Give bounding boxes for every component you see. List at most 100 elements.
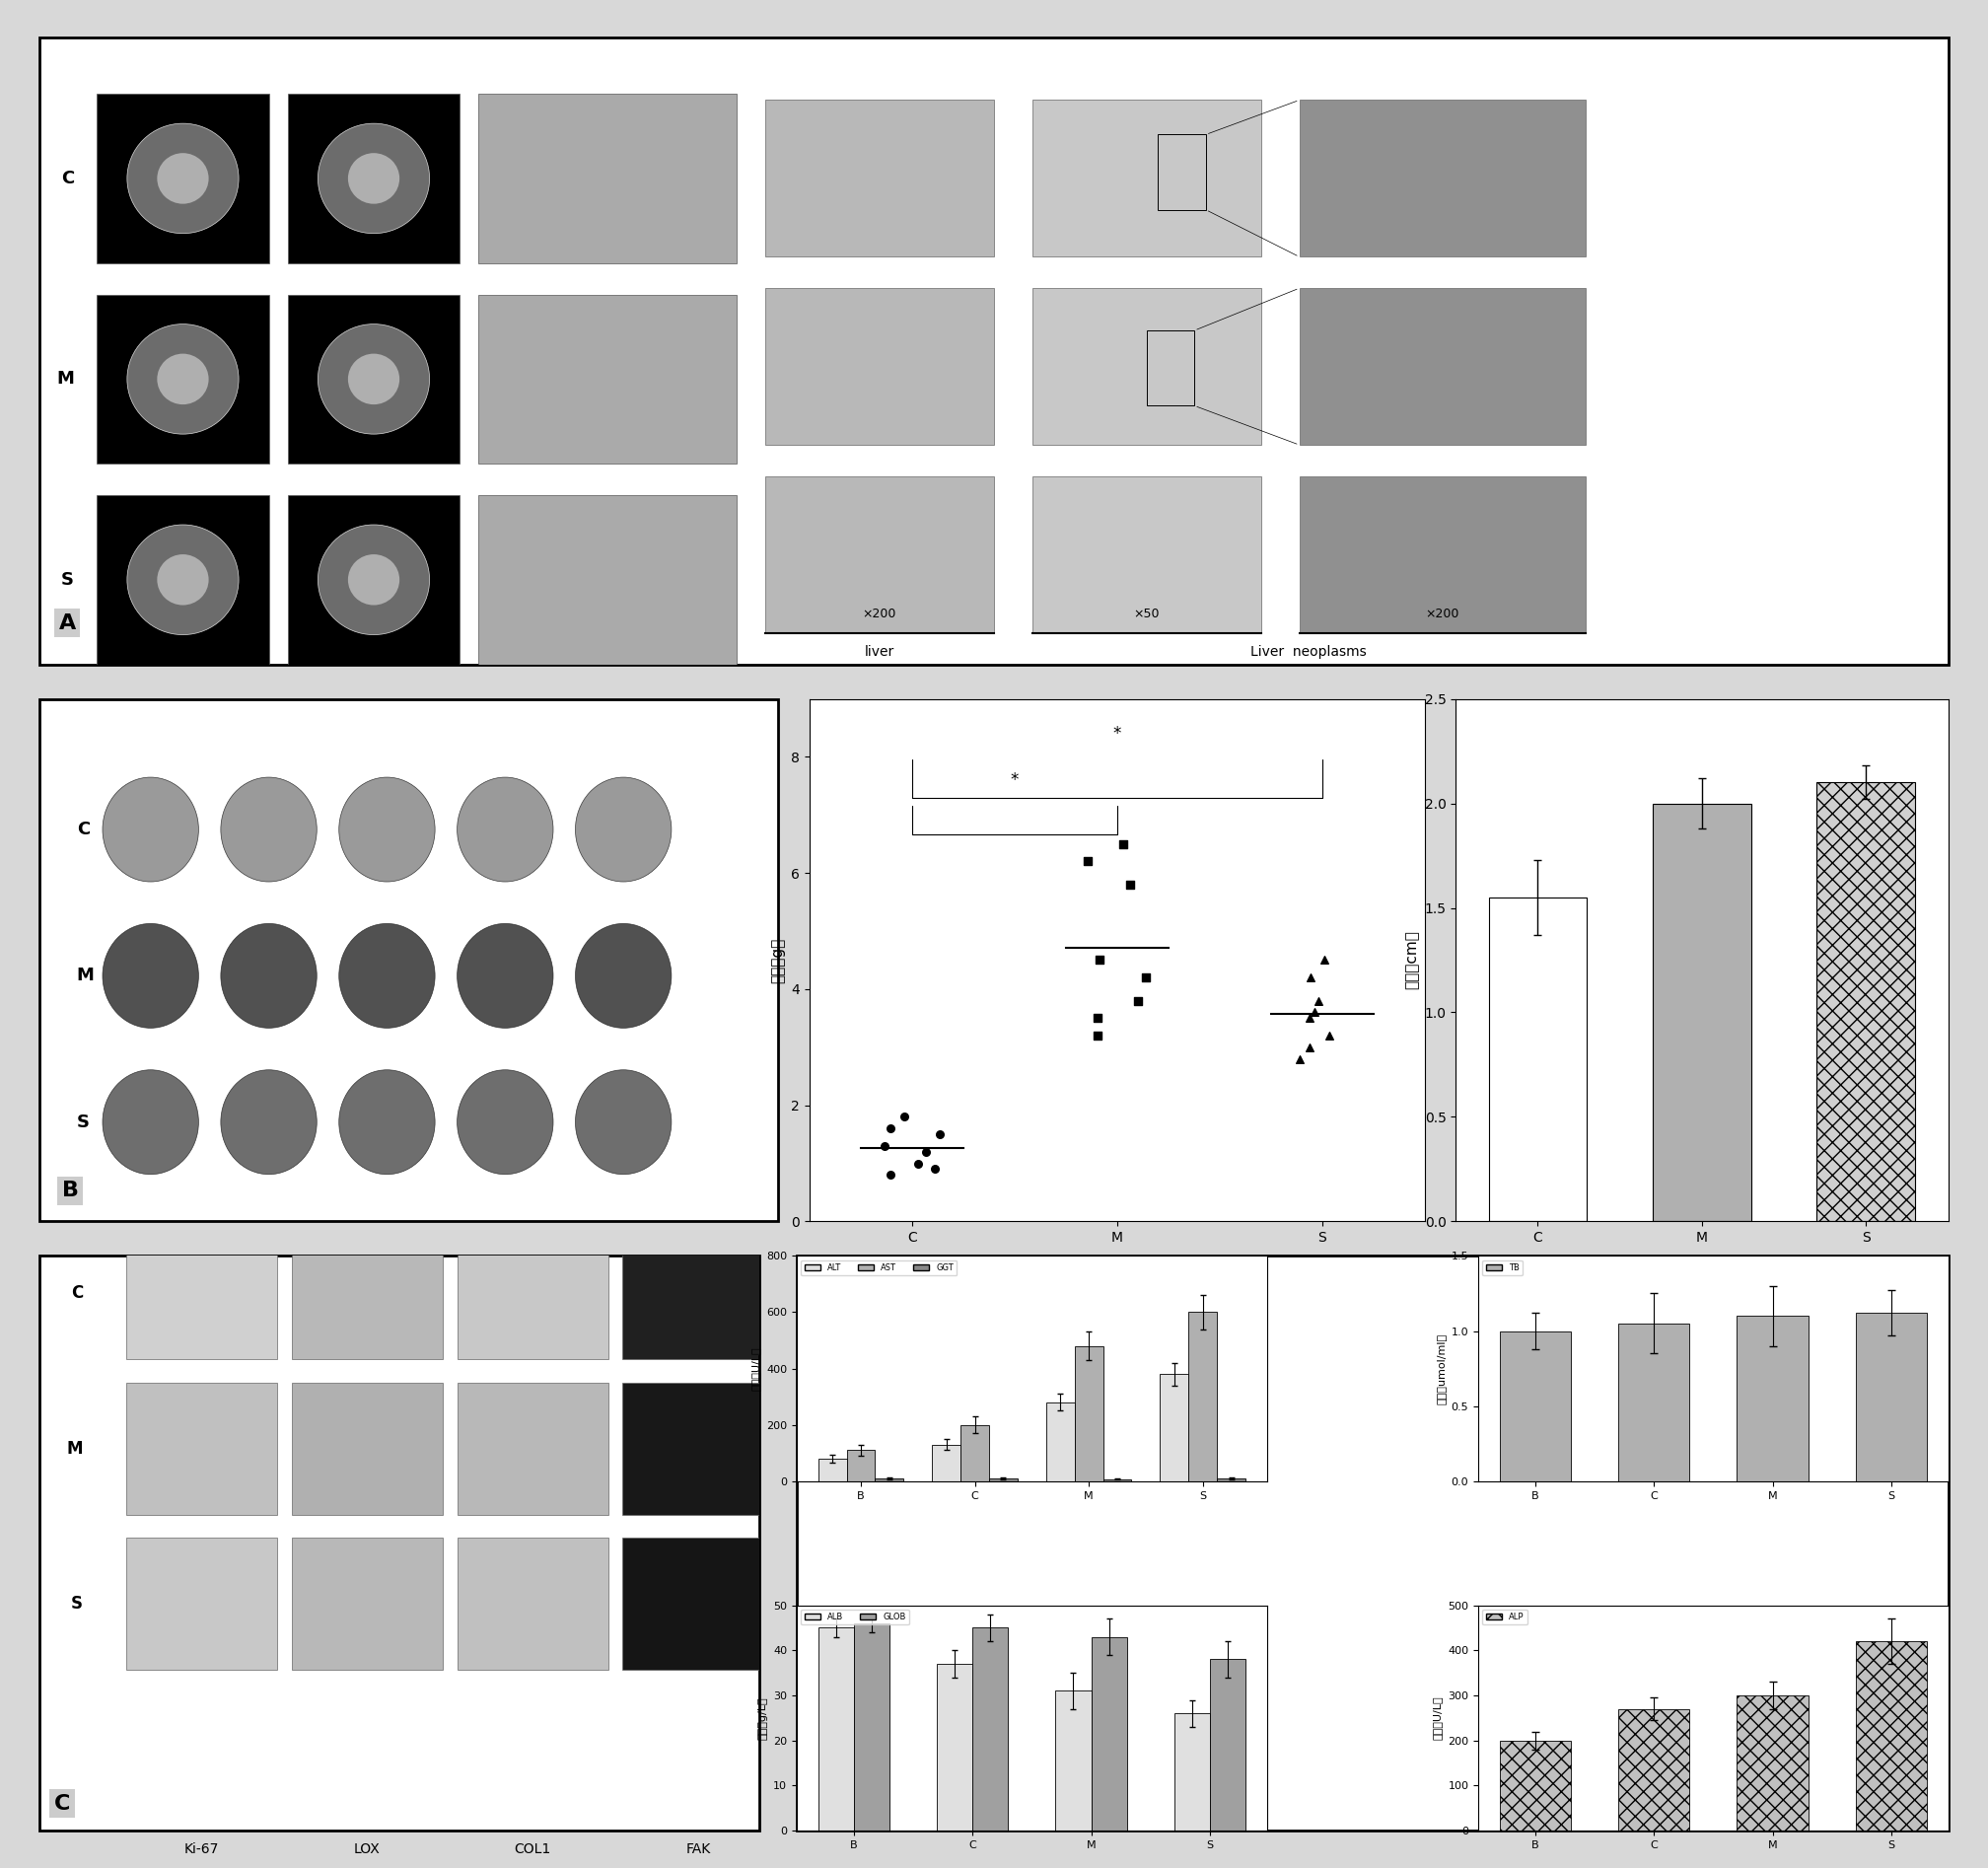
Bar: [875, 1478, 905, 1481]
Ellipse shape: [221, 777, 316, 882]
Point: [924, 1119, 956, 1149]
Bar: [1618, 1324, 1690, 1481]
Ellipse shape: [127, 525, 239, 635]
Bar: [1738, 1696, 1809, 1831]
Ellipse shape: [103, 1070, 199, 1175]
Y-axis label: 浓度（U/L）: 浓度（U/L）: [751, 1347, 761, 1390]
Ellipse shape: [457, 923, 553, 1027]
Point: [875, 1113, 907, 1143]
Ellipse shape: [221, 1070, 316, 1175]
Bar: [1091, 1636, 1127, 1831]
Point: [1298, 998, 1330, 1027]
FancyBboxPatch shape: [479, 93, 736, 263]
Ellipse shape: [340, 1070, 435, 1175]
FancyBboxPatch shape: [288, 495, 459, 665]
Text: C: C: [62, 170, 74, 187]
Y-axis label: 浓度（umol/ml）: 浓度（umol/ml）: [1435, 1334, 1445, 1405]
Bar: [1817, 783, 1914, 1222]
Ellipse shape: [340, 923, 435, 1027]
Bar: [819, 1459, 847, 1481]
Point: [889, 1102, 920, 1132]
Text: S: S: [62, 572, 74, 588]
Bar: [853, 1623, 889, 1831]
FancyBboxPatch shape: [1300, 288, 1586, 445]
Bar: [990, 1478, 1018, 1481]
Text: A: A: [60, 613, 76, 633]
FancyBboxPatch shape: [1032, 476, 1260, 633]
FancyBboxPatch shape: [1032, 101, 1260, 256]
FancyBboxPatch shape: [125, 1382, 276, 1515]
Bar: [960, 1425, 990, 1481]
Text: B: B: [62, 1181, 80, 1201]
Text: D: D: [809, 1799, 827, 1819]
Ellipse shape: [457, 1070, 553, 1175]
Text: LOX: LOX: [354, 1842, 380, 1857]
Ellipse shape: [348, 353, 400, 405]
FancyBboxPatch shape: [40, 699, 779, 1222]
Ellipse shape: [340, 777, 435, 882]
Text: S: S: [78, 1113, 89, 1130]
Bar: [1175, 1713, 1211, 1831]
Bar: [1618, 1709, 1690, 1831]
FancyBboxPatch shape: [765, 101, 994, 256]
Bar: [1738, 1315, 1809, 1481]
Text: ×200: ×200: [863, 607, 897, 620]
Bar: [847, 1450, 875, 1481]
Y-axis label: 浓度（U/L）: 浓度（U/L）: [1433, 1696, 1443, 1739]
FancyBboxPatch shape: [292, 1382, 443, 1515]
Text: ×50: ×50: [1133, 607, 1159, 620]
Point: [903, 1149, 934, 1179]
Point: [1081, 1003, 1113, 1033]
Bar: [932, 1444, 960, 1481]
Text: liver: liver: [865, 644, 895, 659]
Point: [869, 1130, 901, 1160]
Ellipse shape: [318, 323, 429, 433]
Text: Liver  neoplasms: Liver neoplasms: [1250, 644, 1368, 659]
Point: [1294, 962, 1326, 992]
Bar: [1217, 1478, 1244, 1481]
Ellipse shape: [157, 353, 209, 405]
Point: [1284, 1044, 1316, 1074]
Point: [1294, 1033, 1326, 1063]
Ellipse shape: [348, 153, 400, 204]
Point: [1121, 986, 1153, 1016]
Legend: ALP: ALP: [1483, 1610, 1527, 1625]
Bar: [936, 1664, 972, 1831]
FancyBboxPatch shape: [97, 295, 268, 463]
FancyBboxPatch shape: [1300, 101, 1586, 256]
Text: C: C: [78, 820, 89, 839]
FancyBboxPatch shape: [97, 495, 268, 665]
FancyBboxPatch shape: [622, 1382, 773, 1515]
Ellipse shape: [318, 525, 429, 635]
Ellipse shape: [348, 555, 400, 605]
FancyBboxPatch shape: [292, 1227, 443, 1360]
Ellipse shape: [127, 323, 239, 433]
FancyBboxPatch shape: [288, 93, 459, 263]
Ellipse shape: [103, 923, 199, 1027]
Point: [1107, 829, 1139, 859]
Point: [1113, 870, 1145, 900]
Text: *: *: [1010, 771, 1018, 788]
Legend: ALB, GLOB: ALB, GLOB: [801, 1610, 909, 1625]
Bar: [972, 1627, 1008, 1831]
Ellipse shape: [103, 777, 199, 882]
Bar: [1499, 1332, 1571, 1481]
Legend: TB: TB: [1483, 1261, 1523, 1276]
Bar: [819, 1627, 853, 1831]
FancyBboxPatch shape: [457, 1382, 608, 1515]
FancyBboxPatch shape: [125, 1227, 276, 1360]
Ellipse shape: [318, 123, 429, 234]
Legend: ALT, AST, GGT: ALT, AST, GGT: [801, 1261, 956, 1276]
Bar: [1159, 1375, 1189, 1481]
Ellipse shape: [575, 1070, 672, 1175]
Ellipse shape: [127, 123, 239, 234]
Point: [1129, 962, 1161, 992]
FancyBboxPatch shape: [765, 288, 994, 445]
FancyBboxPatch shape: [479, 495, 736, 665]
FancyBboxPatch shape: [457, 1537, 608, 1670]
Text: Ki-67: Ki-67: [185, 1842, 219, 1857]
FancyBboxPatch shape: [97, 93, 268, 263]
FancyBboxPatch shape: [125, 1537, 276, 1670]
FancyBboxPatch shape: [292, 1537, 443, 1670]
Text: ×200: ×200: [1425, 607, 1459, 620]
